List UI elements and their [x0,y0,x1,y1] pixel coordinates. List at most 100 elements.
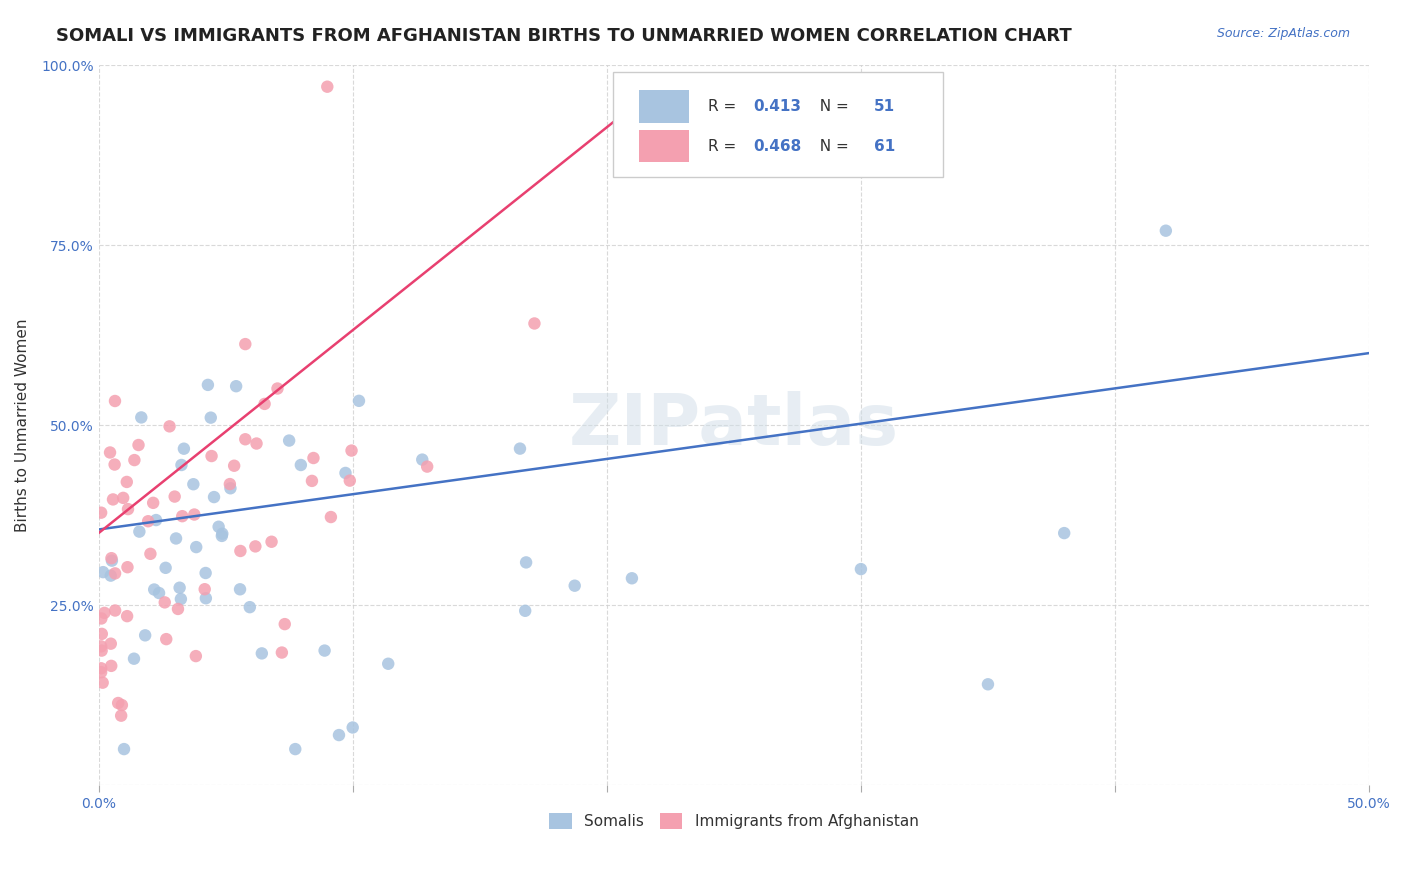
Text: 0.468: 0.468 [754,139,801,154]
Somalis [129,410,152,425]
Immigrants from Afghanistan [90,661,112,675]
Immigrants from Afghanistan [104,458,127,472]
Immigrants from Afghanistan [155,632,177,647]
Somalis [155,561,177,575]
Somalis [328,728,350,742]
Immigrants from Afghanistan [301,474,323,488]
Immigrants from Afghanistan [233,337,256,351]
Text: N =: N = [810,99,853,114]
Immigrants from Afghanistan [104,566,127,581]
Immigrants from Afghanistan [416,459,439,474]
Immigrants from Afghanistan [110,708,132,723]
Somalis [225,379,247,393]
Immigrants from Afghanistan [316,79,339,94]
Somalis [411,452,433,467]
Somalis [169,581,191,595]
Y-axis label: Births to Unmarried Women: Births to Unmarried Women [15,318,30,532]
Somalis [128,524,150,539]
Text: 0.413: 0.413 [754,99,801,114]
Somalis [194,591,217,606]
Somalis [1053,526,1076,541]
Immigrants from Afghanistan [100,551,122,566]
Somalis [290,458,312,472]
Somalis [377,657,399,671]
Somalis [1154,224,1177,238]
Immigrants from Afghanistan [90,611,112,625]
Somalis [122,651,145,665]
Immigrants from Afghanistan [104,394,127,409]
Immigrants from Afghanistan [117,502,139,516]
Immigrants from Afghanistan [117,560,139,574]
Somalis [183,477,205,491]
Somalis [208,520,231,534]
Somalis [197,377,219,392]
Somalis [148,586,170,600]
Immigrants from Afghanistan [90,627,112,641]
Immigrants from Afghanistan [163,490,186,504]
Immigrants from Afghanistan [93,606,115,620]
Somalis [564,579,586,593]
Somalis [284,742,307,756]
Somalis [515,604,537,618]
Immigrants from Afghanistan [90,643,112,657]
Immigrants from Afghanistan [270,646,292,660]
Somalis [186,540,208,554]
Immigrants from Afghanistan [184,649,207,664]
Immigrants from Afghanistan [124,453,146,467]
Somalis [194,566,217,580]
Immigrants from Afghanistan [253,397,276,411]
Immigrants from Afghanistan [90,506,112,520]
Immigrants from Afghanistan [107,696,129,710]
Somalis [342,721,364,735]
Immigrants from Afghanistan [523,317,546,331]
Somalis [347,393,370,408]
Somalis [620,571,643,585]
Somalis [250,646,273,660]
Immigrants from Afghanistan [153,595,176,609]
Somalis [278,434,301,448]
Somalis [101,554,124,568]
Immigrants from Afghanistan [98,445,121,459]
Somalis [145,513,167,527]
Somalis [849,562,872,576]
Immigrants from Afghanistan [229,544,252,558]
Text: 61: 61 [873,139,894,154]
Somalis [100,568,122,582]
Text: Source: ZipAtlas.com: Source: ZipAtlas.com [1216,27,1350,40]
Somalis [335,466,357,480]
Immigrants from Afghanistan [139,547,162,561]
Somalis [314,643,336,657]
Somalis [977,677,1000,691]
Immigrants from Afghanistan [194,582,217,597]
Immigrants from Afghanistan [101,492,124,507]
Immigrants from Afghanistan [224,458,246,473]
Immigrants from Afghanistan [245,540,267,554]
Text: R =: R = [709,99,741,114]
Somalis [112,742,135,756]
Somalis [202,490,225,504]
Immigrants from Afghanistan [274,617,297,632]
Somalis [211,526,233,541]
FancyBboxPatch shape [613,72,943,177]
Immigrants from Afghanistan [340,443,363,458]
Somalis [200,410,222,425]
Immigrants from Afghanistan [200,449,222,463]
Immigrants from Afghanistan [91,675,114,690]
Immigrants from Afghanistan [128,438,150,452]
Somalis [211,529,233,543]
Immigrants from Afghanistan [260,534,283,549]
Bar [638,130,689,162]
Immigrants from Afghanistan [136,514,159,528]
Somalis [173,442,195,456]
Immigrants from Afghanistan [90,665,112,680]
Somalis [219,481,242,495]
Immigrants from Afghanistan [319,510,342,524]
Somalis [509,442,531,456]
Somalis [170,592,193,607]
Immigrants from Afghanistan [90,640,112,654]
Immigrants from Afghanistan [233,432,256,446]
Immigrants from Afghanistan [245,436,267,450]
Text: R =: R = [709,139,741,154]
Somalis [134,628,156,642]
Immigrants from Afghanistan [159,419,181,434]
